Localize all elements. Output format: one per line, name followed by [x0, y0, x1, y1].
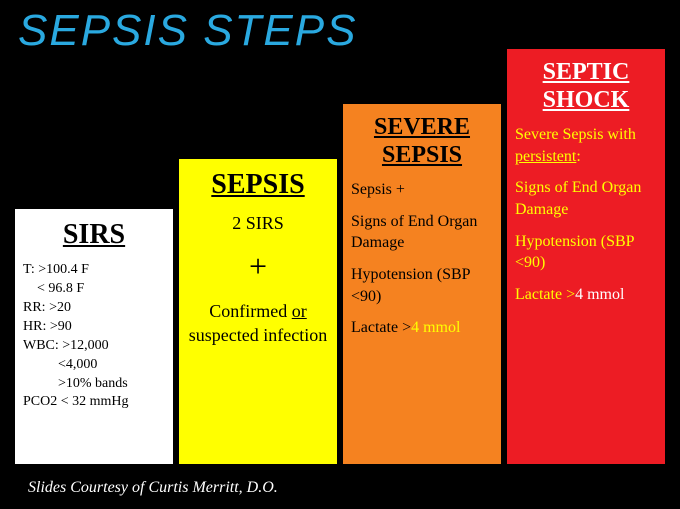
- sepsis-line2-or: or: [292, 301, 307, 321]
- sepsis-line2-post: suspected infection: [189, 325, 327, 345]
- step-shock-heading: SEPTIC SHOCK: [515, 59, 657, 114]
- step-block: Signs of End Organ Damage: [515, 177, 657, 220]
- step-sirs-heading: SIRS: [23, 219, 165, 251]
- sirs-line: PCO2 < 32 mmHg: [23, 393, 165, 412]
- step-sepsis-body: 2 SIRS + Confirmed or suspected infectio…: [187, 211, 329, 357]
- sepsis-line2: Confirmed or suspected infection: [187, 299, 329, 348]
- step-block: Hypotension (SBP <90): [351, 264, 493, 307]
- step-block: Lactate >4 mmol: [515, 284, 657, 306]
- sepsis-plus: +: [187, 245, 329, 288]
- sirs-line: WBC: >12,000: [23, 337, 165, 356]
- sirs-line: < 96.8 F: [23, 280, 165, 299]
- step-block: Signs of End Organ Damage: [351, 211, 493, 254]
- step-sepsis-heading: SEPSIS: [187, 169, 329, 201]
- steps-container: SIRS T: >100.4 F < 96.8 FRR: >20HR: >90W…: [15, 49, 665, 464]
- sirs-line: <4,000: [23, 356, 165, 375]
- step-shock: SEPTIC SHOCK Severe Sepsis with persiste…: [507, 49, 665, 464]
- step-sirs: SIRS T: >100.4 F < 96.8 FRR: >20HR: >90W…: [15, 209, 173, 464]
- sirs-line: T: >100.4 F: [23, 261, 165, 280]
- step-block: Severe Sepsis with persistent:: [515, 124, 657, 167]
- step-severe-heading: SEVERE SEPSIS: [351, 114, 493, 169]
- sirs-line: HR: >90: [23, 318, 165, 337]
- step-sirs-body: T: >100.4 F < 96.8 FRR: >20HR: >90WBC: >…: [23, 261, 165, 412]
- step-sepsis: SEPSIS 2 SIRS + Confirmed or suspected i…: [179, 159, 337, 464]
- sepsis-line1: 2 SIRS: [187, 211, 329, 235]
- slide-credit: Slides Courtesy of Curtis Merritt, D.O.: [28, 479, 278, 497]
- sepsis-line2-pre: Confirmed: [209, 301, 292, 321]
- step-severe: SEVERE SEPSIS Sepsis + Signs of End Organ…: [343, 104, 501, 464]
- step-severe-body: Sepsis + Signs of End Organ Damage Hypoten…: [351, 179, 493, 349]
- sirs-line: >10% bands: [23, 375, 165, 394]
- step-block: Sepsis +: [351, 179, 493, 201]
- step-block: Lactate >4 mmol: [351, 317, 493, 339]
- step-shock-body: Severe Sepsis with persistent: Signs of E…: [515, 124, 657, 315]
- sirs-line: RR: >20: [23, 299, 165, 318]
- step-block: Hypotension (SBP <90): [515, 231, 657, 274]
